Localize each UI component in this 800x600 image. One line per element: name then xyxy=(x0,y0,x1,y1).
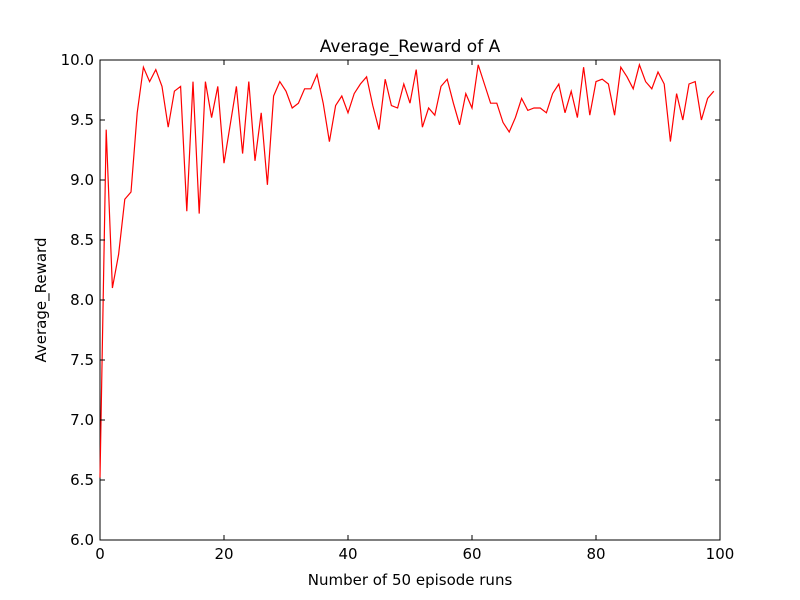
y-tick-label: 7.5 xyxy=(70,351,94,369)
x-axis: 0 20 40 60 80 100 xyxy=(95,60,734,563)
chart-title: Average_Reward of A xyxy=(320,37,501,57)
plot-frame xyxy=(99,59,721,541)
x-tick-label: 0 xyxy=(95,545,105,563)
y-tick-label: 9.5 xyxy=(70,111,94,129)
x-axis-label: Number of 50 episode runs xyxy=(308,571,513,589)
y-axis: 6.0 6.5 7.0 7.5 8.0 8.5 9.0 9.5 10.0 xyxy=(61,51,720,549)
y-tick-label: 8.0 xyxy=(70,291,94,309)
y-tick-label: 7.0 xyxy=(70,411,94,429)
series-line xyxy=(99,62,715,478)
x-tick-label: 80 xyxy=(586,545,605,563)
plot-area xyxy=(99,59,721,541)
y-tick-label: 6.5 xyxy=(70,471,94,489)
x-tick-label: 40 xyxy=(338,545,357,563)
x-tick-label: 100 xyxy=(706,545,735,563)
y-tick-label: 8.5 xyxy=(70,231,94,249)
y-tick-label: 10.0 xyxy=(61,51,94,69)
y-tick-label: 6.0 xyxy=(70,531,94,549)
series-layer xyxy=(99,62,715,478)
y-tick-label: 9.0 xyxy=(70,171,94,189)
y-axis-label: Average_Reward xyxy=(32,238,51,363)
x-tick-label: 20 xyxy=(214,545,233,563)
x-tick-label: 60 xyxy=(462,545,481,563)
